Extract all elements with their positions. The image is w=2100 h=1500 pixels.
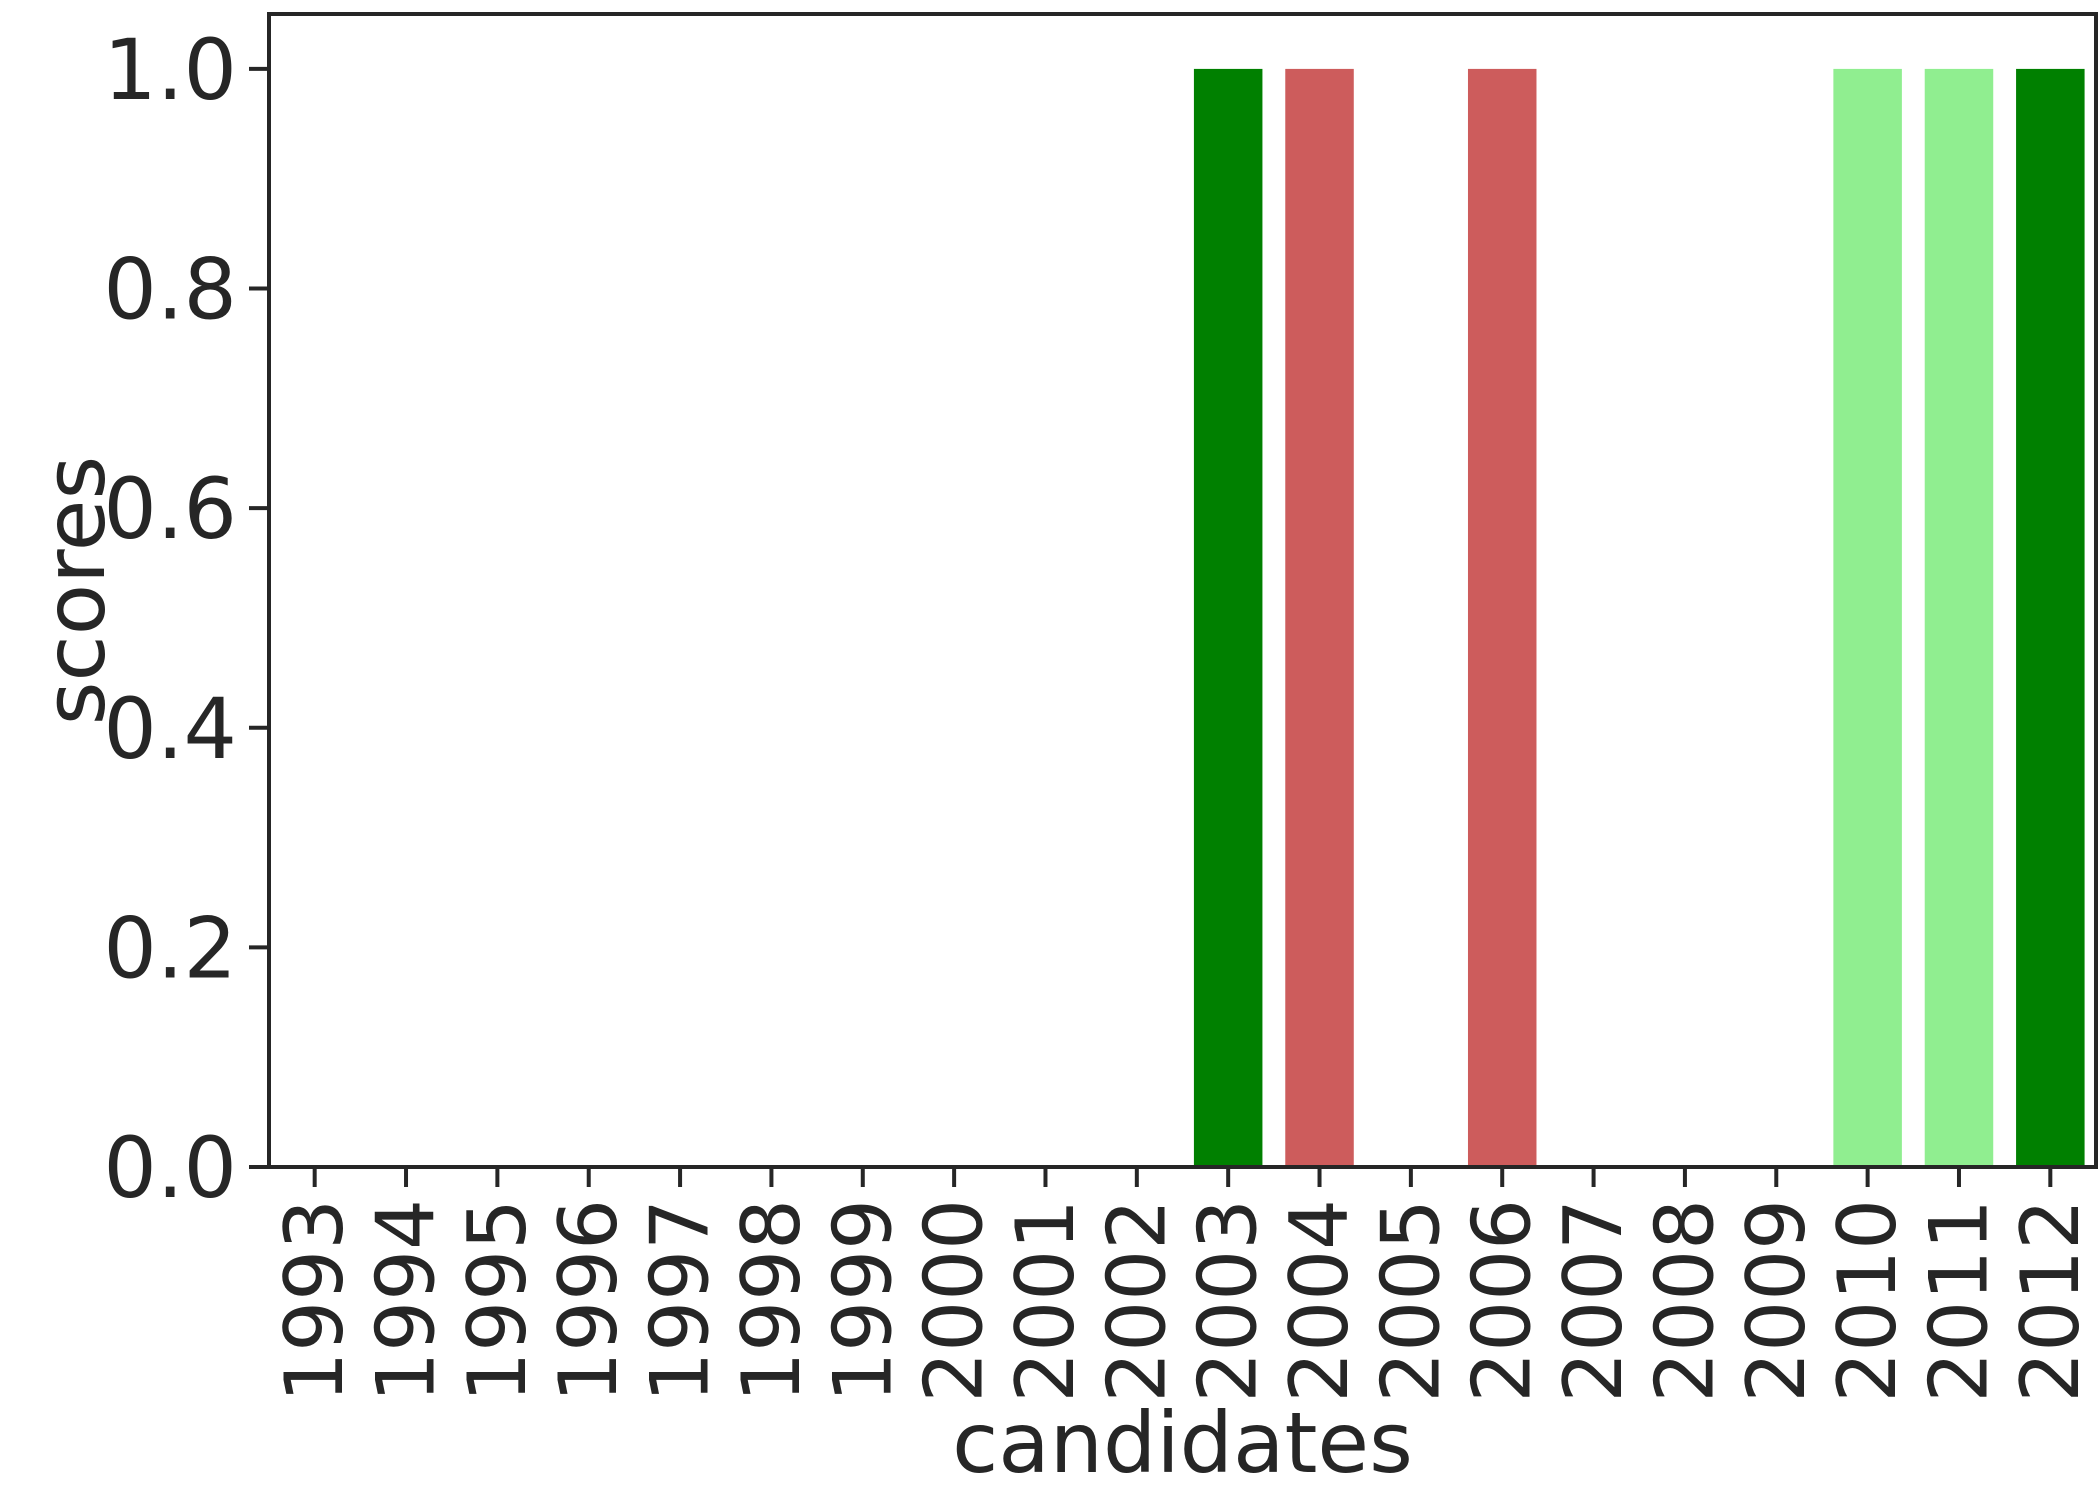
x-tick-label: 1997: [634, 1199, 727, 1403]
x-tick-label: 1994: [360, 1199, 453, 1403]
y-tick-label: 0.6: [103, 460, 237, 558]
bar-2011: [1924, 68, 1994, 1167]
plot-frame: [267, 12, 2098, 1169]
x-axis-label: candidates: [952, 1394, 1413, 1492]
x-tick-label: 2004: [1273, 1199, 1366, 1403]
x-tick-label: 2008: [1638, 1199, 1731, 1403]
x-tick-label: 1993: [268, 1199, 361, 1403]
x-tick-label: 2012: [2004, 1199, 2097, 1403]
x-tick-label: 1996: [542, 1199, 635, 1403]
x-tick-label: 1998: [725, 1199, 818, 1403]
y-tick-label: 0.2: [103, 899, 237, 997]
x-axis-ticks: 1993199419951996199719981999200020012002…: [268, 1167, 2097, 1403]
bar-2004: [1285, 68, 1354, 1167]
y-tick-label: 0.0: [103, 1119, 237, 1217]
y-axis-ticks: 0.0 0.2 0.4 0.6 0.8 1.0: [103, 21, 269, 1217]
x-tick-label: 2000: [908, 1199, 1001, 1403]
y-tick-label: 0.4: [103, 680, 237, 778]
y-tick-label: 1.0: [103, 21, 237, 119]
x-tick-label: 2001: [999, 1199, 1092, 1403]
y-tick-label: 0.8: [103, 241, 237, 339]
x-tick-label: 2002: [1090, 1199, 1183, 1403]
x-tick-label: 2007: [1547, 1199, 1640, 1403]
x-tick-label: 1995: [451, 1199, 544, 1403]
x-tick-label: 2011: [1912, 1199, 2005, 1403]
bar-2012: [2016, 68, 2085, 1167]
x-tick-label: 2005: [1364, 1199, 1457, 1403]
x-tick-label: 2009: [1730, 1199, 1823, 1403]
x-tick-label: 2006: [1456, 1199, 1549, 1403]
x-tick-label: 1999: [816, 1199, 909, 1403]
y-axis-label: scores: [26, 456, 124, 725]
bars-layer: [1193, 68, 2085, 1167]
bar-2003: [1193, 68, 1263, 1167]
x-tick-label: 2010: [1821, 1199, 1914, 1403]
bar-2010: [1833, 68, 1902, 1167]
x-tick-label: 2003: [1182, 1199, 1275, 1403]
bar-2006: [1467, 68, 1537, 1167]
